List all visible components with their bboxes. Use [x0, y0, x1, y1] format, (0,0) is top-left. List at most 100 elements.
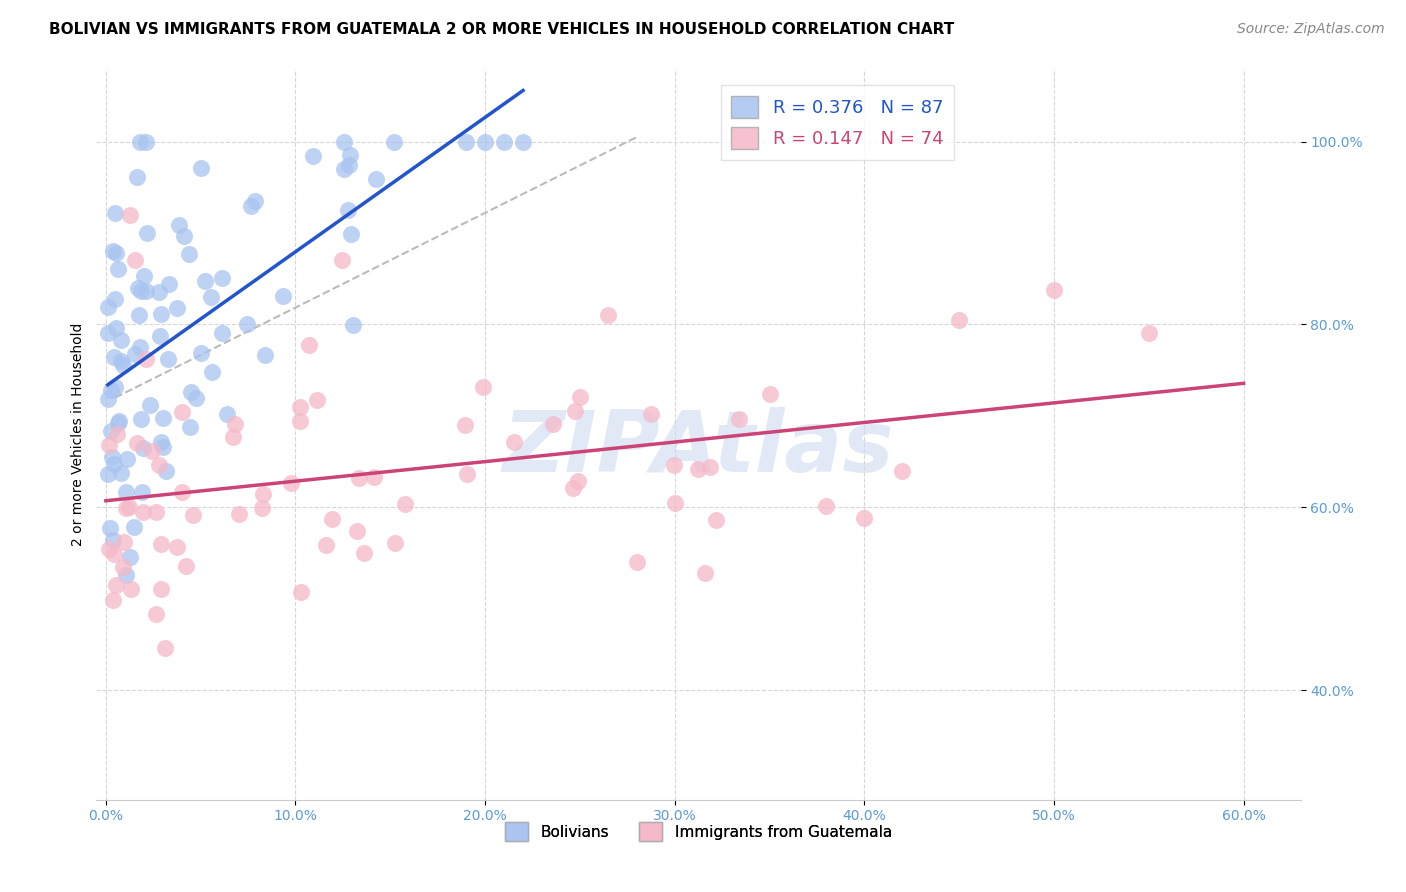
Point	[174, 559, 197, 574]
Point	[236, 317, 259, 331]
Point	[252, 487, 274, 501]
Point	[342, 318, 364, 333]
Point	[115, 451, 138, 466]
Point	[664, 496, 686, 510]
Point	[353, 546, 375, 560]
Point	[179, 419, 201, 434]
Point	[105, 427, 128, 442]
Point	[596, 308, 619, 322]
Point	[148, 458, 170, 472]
Point	[562, 481, 585, 495]
Point	[815, 499, 838, 513]
Point	[108, 414, 131, 428]
Point	[104, 578, 127, 592]
Point	[567, 474, 589, 488]
Point	[135, 284, 157, 298]
Point	[290, 584, 312, 599]
Point	[120, 549, 142, 564]
Point	[127, 280, 149, 294]
Point	[333, 161, 356, 176]
Point	[115, 501, 138, 516]
Point	[384, 536, 406, 550]
Point	[382, 135, 405, 149]
Point	[103, 547, 125, 561]
Point	[156, 351, 179, 366]
Point	[98, 437, 121, 451]
Point	[228, 507, 250, 521]
Point	[758, 387, 780, 401]
Point	[148, 285, 170, 300]
Point	[250, 500, 273, 515]
Point	[340, 227, 363, 241]
Point	[103, 351, 125, 365]
Point	[100, 383, 122, 397]
Point	[97, 326, 120, 341]
Point	[127, 435, 149, 450]
Point	[138, 398, 160, 412]
Point	[704, 513, 727, 527]
Point	[129, 284, 152, 298]
Point	[181, 508, 204, 523]
Point	[101, 450, 124, 464]
Point	[456, 135, 478, 149]
Point	[166, 540, 188, 554]
Point	[394, 497, 416, 511]
Point	[330, 252, 353, 267]
Point	[564, 403, 586, 417]
Point	[101, 533, 124, 547]
Point	[167, 219, 190, 233]
Point	[190, 161, 212, 176]
Point	[503, 434, 526, 449]
Point	[135, 351, 157, 366]
Point	[853, 511, 876, 525]
Text: BOLIVIAN VS IMMIGRANTS FROM GUATEMALA 2 OR MORE VEHICLES IN HOUSEHOLD CORRELATIO: BOLIVIAN VS IMMIGRANTS FROM GUATEMALA 2 …	[49, 22, 955, 37]
Point	[145, 505, 167, 519]
Point	[97, 392, 120, 406]
Point	[114, 485, 136, 500]
Point	[125, 170, 148, 185]
Point	[135, 135, 157, 149]
Point	[97, 467, 120, 481]
Point	[141, 443, 163, 458]
Point	[131, 485, 153, 500]
Point	[101, 244, 124, 258]
Point	[134, 269, 156, 284]
Point	[541, 417, 564, 431]
Text: ZIPAtlas: ZIPAtlas	[502, 408, 894, 491]
Point	[224, 417, 246, 432]
Point	[321, 512, 343, 526]
Point	[891, 464, 914, 478]
Point	[494, 135, 516, 149]
Point	[333, 135, 356, 149]
Point	[339, 148, 361, 162]
Point	[145, 607, 167, 621]
Point	[471, 379, 494, 393]
Point	[129, 135, 152, 149]
Point	[110, 333, 132, 347]
Point	[626, 555, 648, 569]
Point	[152, 440, 174, 454]
Point	[568, 390, 591, 404]
Point	[112, 560, 135, 574]
Point	[512, 135, 534, 149]
Point	[97, 300, 120, 314]
Y-axis label: 2 or more Vehicles in Household: 2 or more Vehicles in Household	[72, 322, 86, 546]
Point	[104, 380, 127, 394]
Point	[474, 135, 496, 149]
Point	[101, 593, 124, 607]
Point	[104, 292, 127, 306]
Point	[112, 534, 135, 549]
Point	[699, 460, 721, 475]
Point	[157, 277, 180, 292]
Point	[339, 157, 361, 171]
Point	[288, 400, 311, 414]
Point	[166, 301, 188, 315]
Point	[129, 340, 152, 354]
Point	[346, 524, 368, 539]
Point	[172, 405, 194, 419]
Point	[337, 203, 360, 218]
Point	[305, 393, 328, 408]
Point	[107, 261, 129, 276]
Point	[315, 538, 337, 552]
Point	[103, 457, 125, 471]
